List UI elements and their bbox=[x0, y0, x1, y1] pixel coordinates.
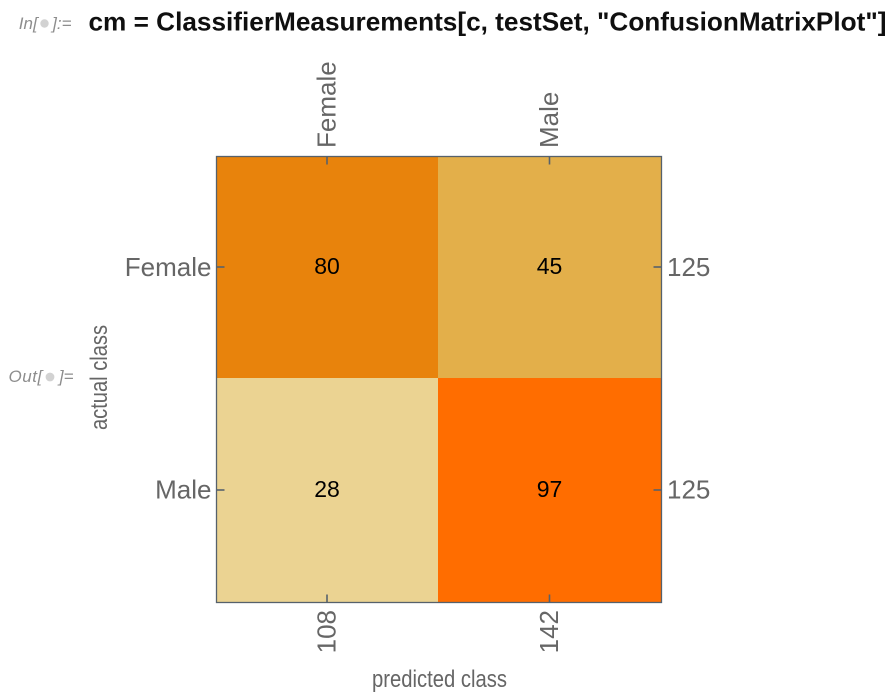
svg-text:In[: In[ bbox=[19, 14, 40, 33]
svg-text:cm = ClassifierMeasurements[c,: cm = ClassifierMeasurements[c, testSet, … bbox=[89, 7, 887, 37]
svg-text:Female: Female bbox=[125, 252, 212, 282]
svg-text:]=: ]= bbox=[57, 367, 74, 386]
svg-text:125: 125 bbox=[667, 475, 710, 505]
svg-text:108: 108 bbox=[312, 610, 342, 653]
svg-text:28: 28 bbox=[314, 476, 340, 502]
svg-text:142: 142 bbox=[534, 610, 564, 653]
svg-text:80: 80 bbox=[314, 253, 340, 279]
svg-text:125: 125 bbox=[667, 252, 710, 282]
svg-text:predicted class: predicted class bbox=[372, 666, 507, 693]
svg-text:actual class: actual class bbox=[86, 325, 113, 430]
svg-text:Male: Male bbox=[155, 475, 211, 505]
svg-text:]:=: ]:= bbox=[50, 14, 71, 33]
svg-text:Male: Male bbox=[534, 92, 564, 148]
svg-text:97: 97 bbox=[537, 476, 563, 502]
svg-text:Out[: Out[ bbox=[9, 367, 45, 386]
svg-text:45: 45 bbox=[537, 253, 563, 279]
svg-text:Female: Female bbox=[312, 61, 342, 148]
